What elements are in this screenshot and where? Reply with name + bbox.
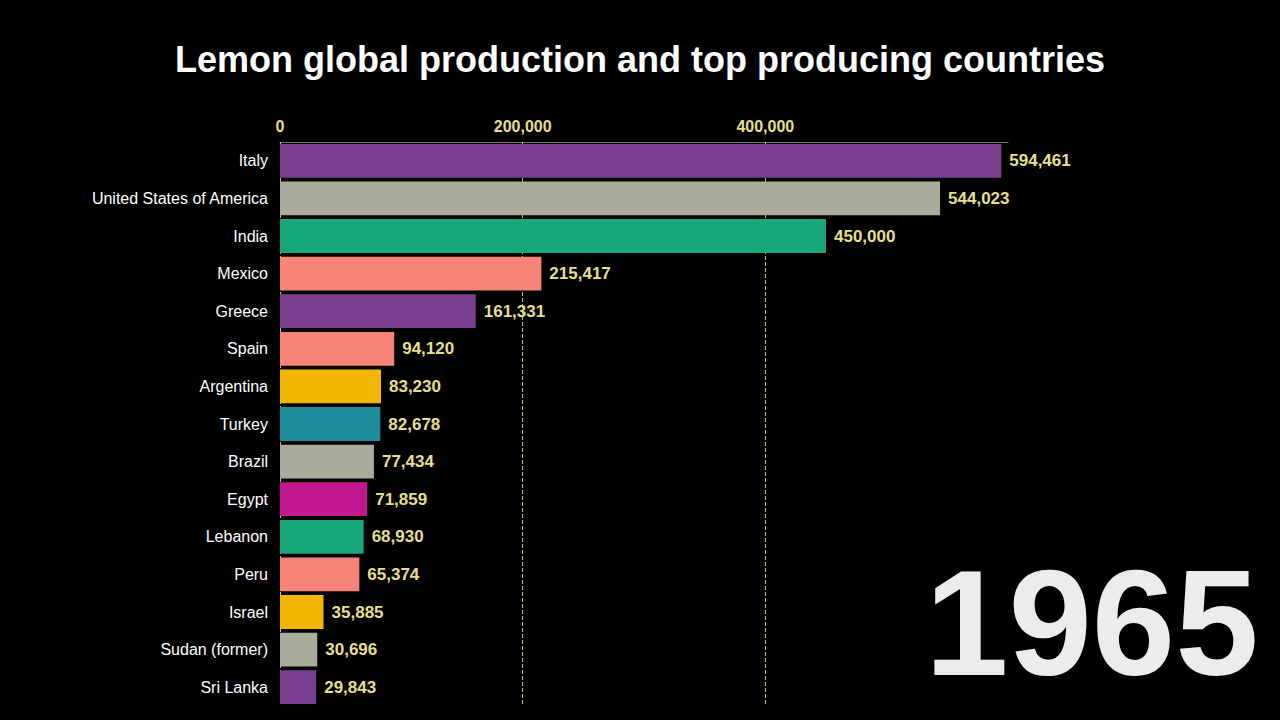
svg-text:544,023: 544,023 <box>948 189 1009 208</box>
svg-text:400,000: 400,000 <box>736 118 794 135</box>
svg-text:68,930: 68,930 <box>372 527 424 546</box>
svg-text:Argentina: Argentina <box>200 378 269 395</box>
svg-text:Turkey: Turkey <box>220 416 268 433</box>
svg-text:Sri Lanka: Sri Lanka <box>200 679 268 696</box>
svg-text:United States of America: United States of America <box>92 190 268 207</box>
svg-text:83,230: 83,230 <box>389 377 441 396</box>
svg-text:65,374: 65,374 <box>367 565 420 584</box>
svg-text:77,434: 77,434 <box>382 452 435 471</box>
svg-text:Sudan (former): Sudan (former) <box>160 641 268 658</box>
svg-text:29,843: 29,843 <box>324 678 376 697</box>
svg-text:Italy: Italy <box>239 152 268 169</box>
svg-text:Egypt: Egypt <box>227 491 268 508</box>
svg-text:94,120: 94,120 <box>402 339 454 358</box>
svg-text:Spain: Spain <box>227 340 268 357</box>
svg-text:200,000: 200,000 <box>494 118 552 135</box>
svg-text:30,696: 30,696 <box>325 640 377 659</box>
svg-text:450,000: 450,000 <box>834 227 895 246</box>
svg-text:Brazil: Brazil <box>228 453 268 470</box>
svg-text:0: 0 <box>276 118 285 135</box>
svg-text:India: India <box>233 228 268 245</box>
svg-text:82,678: 82,678 <box>388 415 440 434</box>
svg-text:Peru: Peru <box>234 566 268 583</box>
svg-text:35,885: 35,885 <box>332 603 384 622</box>
svg-text:Lebanon: Lebanon <box>206 528 268 545</box>
svg-text:Lemon global production and to: Lemon global production and top producin… <box>175 39 1105 80</box>
svg-text:594,461: 594,461 <box>1009 151 1070 170</box>
svg-text:1965: 1965 <box>925 539 1259 707</box>
svg-text:Mexico: Mexico <box>217 265 268 282</box>
svg-text:161,331: 161,331 <box>484 302 545 321</box>
svg-text:215,417: 215,417 <box>549 264 610 283</box>
svg-text:71,859: 71,859 <box>375 490 427 509</box>
svg-text:Greece: Greece <box>216 303 269 320</box>
svg-text:Israel: Israel <box>229 604 268 621</box>
